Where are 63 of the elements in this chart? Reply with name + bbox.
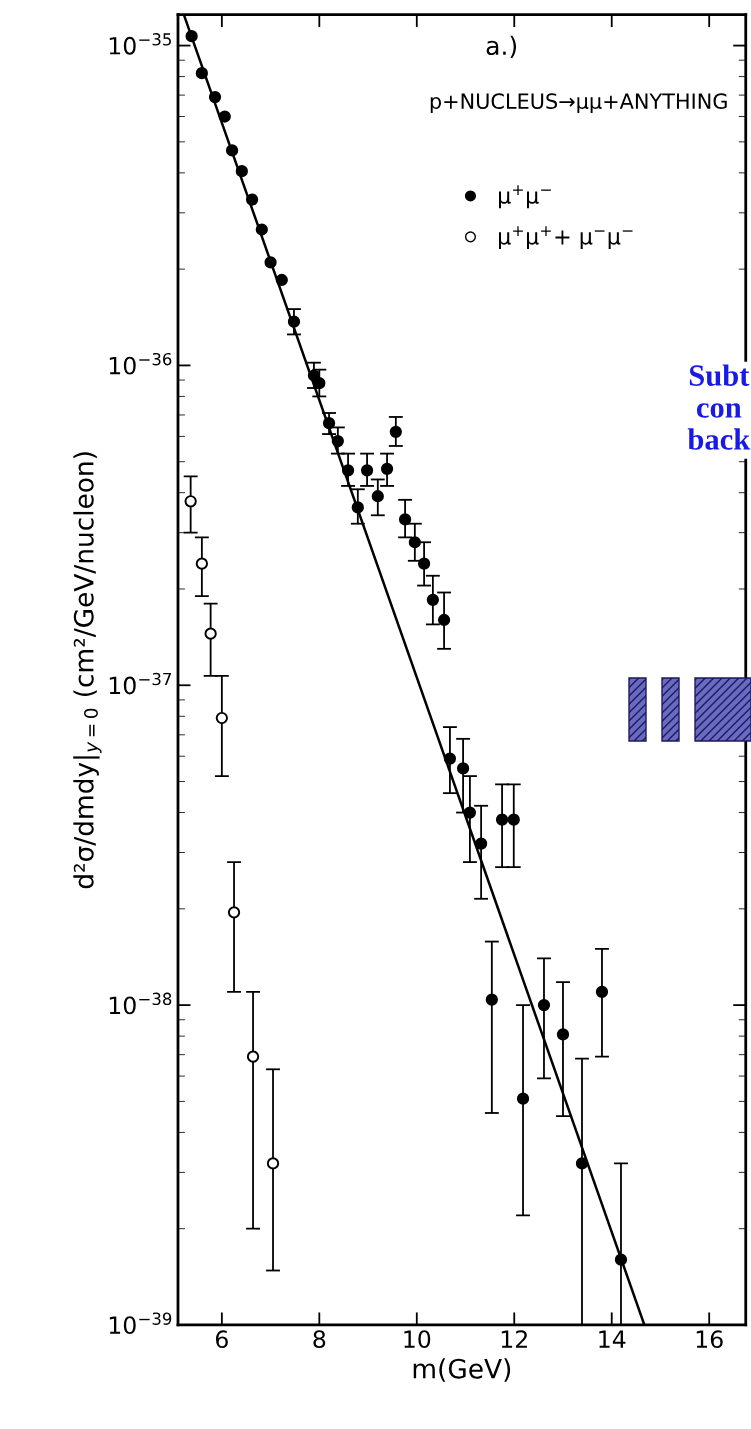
- annotation: a.): [486, 35, 517, 59]
- point: [614, 1253, 628, 1266]
- point: [235, 165, 248, 178]
- y-tick-label: 10$^{−39}$: [109, 1312, 172, 1335]
- annotation: p+NUCLEUS→μμ+ANYTHING: [430, 93, 727, 114]
- point: [245, 193, 259, 206]
- point: [264, 256, 277, 269]
- point: [185, 30, 198, 43]
- point: [556, 1028, 570, 1041]
- point: [417, 557, 431, 570]
- point: [351, 501, 364, 514]
- point: [537, 999, 551, 1012]
- point: [389, 425, 402, 438]
- x-tick-label: 8: [313, 1330, 326, 1349]
- point: [331, 434, 344, 448]
- y-tick-label: 10$^{−36}$: [109, 352, 172, 375]
- legend-label: μ$^{+}$μ$^{−}$: [499, 185, 551, 209]
- point: [246, 1050, 260, 1063]
- point: [322, 417, 336, 430]
- point: [313, 377, 326, 390]
- point: [463, 806, 477, 819]
- x-tick-label: 10: [404, 1330, 431, 1349]
- y-tick-label: 10$^{−35}$: [109, 33, 171, 55]
- y-tick-label: 10$^{−38}$: [109, 992, 172, 1015]
- point: [255, 223, 268, 236]
- point: [485, 993, 498, 1006]
- point: [341, 464, 355, 477]
- point: [408, 536, 421, 549]
- legend-label: μ$^{+}$μ$^{+}$+ μ$^{−}$μ$^{−}$: [499, 226, 633, 250]
- annotation: Subt con back: [687, 364, 751, 450]
- point: [475, 837, 488, 850]
- x-tick-label: 16: [696, 1330, 723, 1349]
- y-tick-label: 10$^{−37}$: [109, 672, 171, 695]
- point: [426, 593, 439, 606]
- point: [516, 1092, 530, 1105]
- x-tick-label: 12: [501, 1330, 527, 1348]
- point: [195, 67, 208, 80]
- x-tick-label: 14: [599, 1330, 626, 1348]
- point: [208, 91, 222, 104]
- point: [266, 1157, 280, 1170]
- point: [456, 762, 470, 775]
- point: [215, 711, 228, 725]
- x-tick-label: 6: [215, 1330, 228, 1349]
- point: [507, 813, 520, 826]
- point: [595, 985, 609, 998]
- point: [225, 144, 239, 157]
- point: [218, 110, 231, 123]
- point: [195, 557, 208, 570]
- point: [443, 752, 457, 765]
- point: [371, 490, 384, 503]
- point: [495, 813, 509, 826]
- point: [575, 1157, 589, 1170]
- y-axis-title: d²σ/dmdy|$_{y=0}$ (cm²/GeV/nucleon): [73, 452, 102, 889]
- point: [360, 464, 374, 477]
- point: [204, 627, 217, 640]
- point: [184, 495, 197, 508]
- point: [398, 513, 412, 526]
- point: [275, 273, 288, 287]
- point: [380, 462, 394, 475]
- point: [287, 315, 301, 328]
- point: [437, 613, 451, 627]
- x-axis-title: m(GeV): [413, 1358, 511, 1382]
- point: [227, 906, 241, 919]
